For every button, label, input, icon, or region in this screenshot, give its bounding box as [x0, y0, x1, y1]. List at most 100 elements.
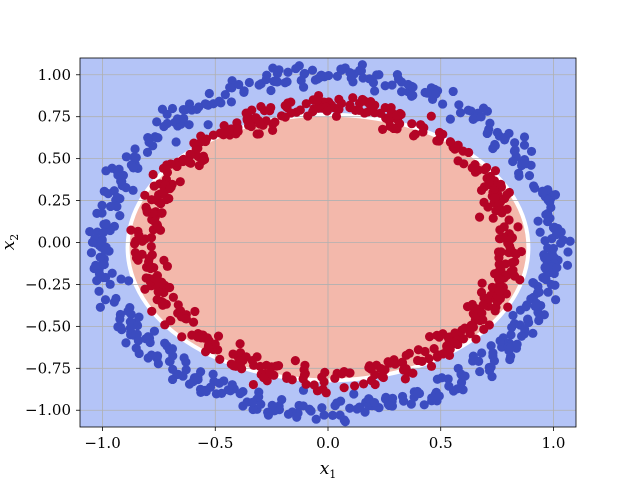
data-point [432, 330, 442, 341]
data-point [173, 300, 183, 310]
data-point [312, 386, 323, 396]
data-point [97, 200, 107, 210]
data-point [468, 322, 479, 332]
data-point [505, 354, 515, 365]
data-point [483, 127, 493, 137]
data-point [490, 141, 500, 151]
data-point [397, 357, 407, 367]
data-point [244, 77, 254, 88]
data-point [112, 192, 122, 202]
data-point [153, 359, 163, 369]
data-point [146, 241, 156, 252]
data-point [98, 227, 108, 238]
data-point [345, 67, 355, 78]
data-point [189, 373, 200, 383]
data-point [328, 410, 338, 420]
data-point [474, 212, 485, 222]
data-point [100, 295, 111, 305]
data-point [449, 337, 460, 347]
data-point [261, 360, 272, 370]
data-point [168, 364, 178, 374]
data-point [534, 287, 544, 297]
data-point [147, 250, 157, 260]
data-point [542, 217, 553, 227]
data-point [434, 391, 444, 401]
data-point [491, 206, 501, 216]
data-point [526, 146, 537, 157]
data-point [251, 113, 261, 123]
data-point [369, 398, 380, 408]
data-point [424, 354, 434, 364]
data-point [268, 125, 278, 135]
data-point [455, 108, 466, 118]
data-point [270, 117, 280, 127]
data-point [117, 325, 127, 335]
data-point [495, 225, 505, 235]
data-point [213, 331, 224, 341]
data-point [272, 77, 282, 87]
data-point [97, 236, 107, 246]
data-point [550, 190, 561, 200]
data-point [502, 190, 512, 200]
data-point [86, 248, 97, 258]
data-point [385, 358, 395, 368]
data-point [331, 111, 342, 121]
data-point [484, 365, 495, 376]
data-point [254, 392, 264, 402]
data-point [158, 188, 168, 198]
data-point [521, 302, 531, 312]
data-point [184, 120, 194, 130]
data-point [162, 261, 173, 271]
data-point [133, 336, 143, 346]
data-point [488, 348, 498, 358]
data-point [208, 130, 218, 140]
data-point [158, 300, 168, 310]
data-point [323, 70, 334, 81]
data-point [538, 186, 548, 196]
data-point [495, 336, 505, 346]
data-point [267, 400, 277, 410]
data-point [126, 330, 136, 340]
data-point [157, 208, 167, 219]
y-tick-label: −0.50 [25, 317, 71, 335]
data-point [393, 74, 404, 84]
data-point [458, 146, 468, 156]
data-point [246, 121, 256, 132]
data-point [228, 349, 238, 359]
data-point [201, 99, 212, 110]
data-point [189, 138, 199, 148]
data-point [112, 166, 122, 176]
data-point [165, 184, 175, 194]
data-point [454, 100, 464, 110]
data-point [375, 108, 386, 118]
data-point [168, 292, 178, 302]
data-point [508, 310, 518, 321]
data-point [387, 80, 397, 90]
data-point [300, 369, 310, 379]
y-tick-label: 0.25 [38, 192, 71, 210]
data-point [183, 156, 193, 166]
data-point [407, 119, 417, 129]
data-point [256, 399, 266, 409]
data-point [378, 124, 388, 135]
data-point [508, 156, 518, 167]
data-point [349, 389, 359, 399]
data-point [345, 403, 355, 413]
data-point [181, 365, 191, 375]
data-point [95, 302, 105, 312]
data-point [101, 166, 111, 176]
data-point [494, 259, 504, 270]
data-point [307, 65, 318, 75]
data-point [184, 379, 195, 389]
data-point [283, 67, 293, 77]
data-point [188, 317, 199, 327]
data-point [387, 393, 398, 403]
data-point [507, 258, 517, 268]
data-point [303, 111, 313, 121]
data-point [99, 259, 109, 270]
data-point [132, 320, 143, 331]
data-point [336, 98, 347, 108]
data-point [277, 395, 287, 405]
data-point [265, 368, 275, 378]
